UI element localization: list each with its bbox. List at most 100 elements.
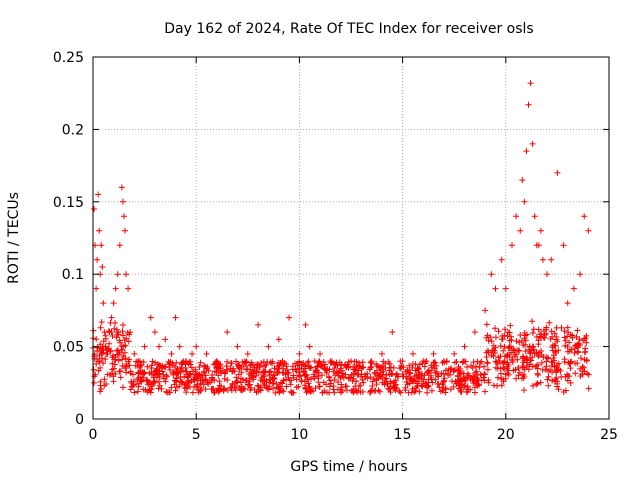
data-point [356, 362, 363, 369]
data-point [439, 381, 446, 388]
data-point [244, 366, 251, 373]
data-point [166, 389, 173, 396]
data-point [270, 372, 277, 379]
data-point [261, 382, 268, 389]
data-point [202, 377, 209, 384]
data-point [100, 360, 107, 367]
data-point [288, 377, 295, 384]
data-point [419, 360, 426, 367]
data-point [239, 376, 246, 383]
data-point [137, 361, 144, 368]
data-point [355, 367, 362, 374]
data-point [574, 348, 581, 355]
data-point [231, 368, 238, 375]
data-point [388, 370, 395, 377]
data-point [108, 314, 115, 321]
data-point [246, 375, 253, 382]
plot-frame [92, 56, 610, 420]
data-point [162, 336, 169, 343]
data-point [539, 256, 546, 263]
data-point [577, 355, 584, 362]
data-point [105, 328, 112, 335]
y-tick-label: 0.15 [53, 195, 84, 211]
data-point [551, 330, 558, 337]
data-point [121, 349, 128, 356]
data-point [502, 285, 509, 292]
data-point [216, 386, 223, 393]
data-point [482, 307, 489, 314]
data-point [500, 364, 507, 371]
data-point [271, 365, 278, 372]
data-point [96, 227, 103, 234]
data-point [574, 327, 581, 334]
data-point [507, 333, 514, 340]
data-point [432, 359, 439, 366]
data-point [100, 300, 107, 307]
data-point [320, 358, 327, 365]
data-point [296, 350, 303, 357]
data-point [529, 318, 536, 325]
data-point [430, 350, 437, 357]
data-point [456, 377, 463, 384]
data-point [577, 271, 584, 278]
data-point [301, 382, 308, 389]
data-point [478, 377, 485, 384]
data-point [342, 371, 349, 378]
data-point [406, 380, 413, 387]
data-point [543, 324, 550, 331]
data-point [112, 285, 119, 292]
data-point [116, 242, 123, 249]
data-point [118, 184, 125, 191]
data-point [504, 351, 511, 358]
data-point [345, 358, 352, 365]
data-point [521, 335, 528, 342]
data-point [212, 360, 219, 367]
data-point [165, 389, 172, 396]
data-point [353, 358, 360, 365]
data-point [141, 343, 148, 350]
data-point [156, 378, 163, 385]
data-point [119, 356, 126, 363]
data-point [306, 383, 313, 390]
data-point [288, 388, 295, 395]
data-point [154, 361, 161, 368]
data-point [176, 365, 183, 372]
data-point [209, 385, 216, 392]
data-point [156, 367, 163, 374]
data-point [335, 378, 342, 385]
data-point [300, 368, 307, 375]
data-point [343, 387, 350, 394]
data-point [110, 300, 117, 307]
data-point [513, 375, 520, 382]
data-point [484, 366, 491, 373]
data-point [262, 362, 269, 369]
data-point [498, 382, 505, 389]
data-point [97, 364, 104, 371]
data-point [123, 271, 130, 278]
data-point [146, 370, 153, 377]
data-point [196, 363, 203, 370]
data-point [488, 338, 495, 345]
data-point [144, 363, 151, 370]
data-point [544, 271, 551, 278]
data-point [572, 342, 579, 349]
data-point [560, 389, 567, 396]
data-point [126, 356, 133, 363]
data-point [273, 380, 280, 387]
data-point [571, 350, 578, 357]
data-point [514, 356, 521, 363]
data-point [168, 350, 175, 357]
data-point [545, 382, 552, 389]
data-point [550, 355, 557, 362]
data-point [565, 359, 572, 366]
data-point [382, 378, 389, 385]
data-point [94, 347, 101, 354]
data-point [508, 242, 515, 249]
data-point [120, 321, 127, 328]
data-point [198, 372, 205, 379]
data-point [184, 374, 191, 381]
y-tick-label: 0.05 [53, 340, 84, 356]
data-point [127, 386, 134, 393]
data-point [552, 348, 559, 355]
data-point [356, 359, 363, 366]
